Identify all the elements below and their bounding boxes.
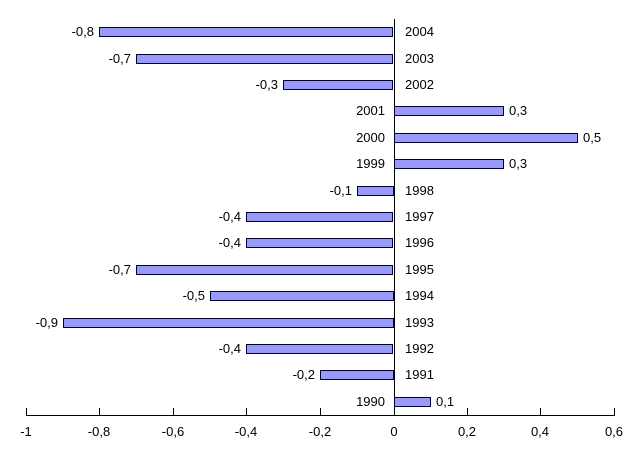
x-tick-label: -0,8	[87, 424, 111, 439]
x-tick	[26, 408, 27, 415]
bar-value-label: 0,3	[509, 103, 528, 118]
x-tick-label: -0,6	[161, 424, 185, 439]
category-label-2001: 2001	[356, 103, 385, 118]
category-label-1992: 1992	[405, 341, 434, 356]
bar-1992	[246, 344, 393, 354]
bar-1991	[320, 370, 394, 380]
category-label-2000: 2000	[356, 130, 385, 145]
category-label-1994: 1994	[405, 288, 434, 303]
category-label-1991: 1991	[405, 367, 434, 382]
x-tick	[246, 408, 247, 415]
x-tick	[99, 408, 100, 415]
bar-2004	[99, 27, 393, 37]
category-label-1995: 1995	[405, 262, 434, 277]
bar-value-label: -0,1	[329, 183, 352, 198]
x-tick	[614, 408, 615, 415]
category-label-1996: 1996	[405, 235, 434, 250]
bar-1993	[63, 318, 394, 328]
bar-1999	[394, 159, 504, 169]
bar-value-label: -0,7	[108, 262, 131, 277]
x-tick	[173, 408, 174, 415]
bar-2002	[283, 80, 393, 90]
category-label-1998: 1998	[405, 183, 434, 198]
x-tick	[540, 408, 541, 415]
bar-2001	[394, 106, 504, 116]
x-tick	[320, 408, 321, 415]
bar-1997	[246, 212, 393, 222]
x-tick-label: 0	[390, 424, 398, 439]
x-tick-label: -0,4	[234, 424, 258, 439]
x-tick	[467, 408, 468, 415]
category-label-2003: 2003	[405, 51, 434, 66]
bar-value-label: 0,5	[583, 130, 602, 145]
bar-2000	[394, 133, 578, 143]
bar-value-label: -0,5	[182, 288, 205, 303]
bar-1994	[210, 291, 394, 301]
bar-value-label: -0,4	[218, 341, 241, 356]
bar-value-label: -0,7	[108, 51, 131, 66]
x-tick	[394, 408, 395, 415]
bar-value-label: -0,4	[218, 235, 241, 250]
category-label-2004: 2004	[405, 24, 434, 39]
category-label-1990: 1990	[356, 394, 385, 409]
bar-value-label: -0,8	[71, 24, 94, 39]
bar-1995	[136, 265, 393, 275]
x-tick-label: -0,2	[308, 424, 332, 439]
bar-value-label: -0,4	[218, 209, 241, 224]
bar-value-label: -0,3	[255, 77, 278, 92]
category-label-1997: 1997	[405, 209, 434, 224]
bar-value-label: 0,3	[509, 156, 528, 171]
bar-value-label: -0,2	[292, 367, 315, 382]
x-tick-label: 0,4	[530, 424, 550, 439]
bar-1996	[246, 238, 393, 248]
category-label-2002: 2002	[405, 77, 434, 92]
x-tick-label: -1	[20, 424, 32, 439]
bar-value-label: 0,1	[436, 394, 455, 409]
x-tick-label: 0,2	[457, 424, 477, 439]
category-label-1999: 1999	[356, 156, 385, 171]
bar-1998	[357, 186, 394, 196]
bar-value-label: -0,9	[35, 315, 58, 330]
y-axis-zero-line	[394, 19, 395, 415]
x-tick-label: 0,6	[604, 424, 624, 439]
x-axis-line	[26, 415, 615, 416]
bar-2003	[136, 54, 393, 64]
bar-1990	[394, 397, 431, 407]
category-label-1993: 1993	[405, 315, 434, 330]
